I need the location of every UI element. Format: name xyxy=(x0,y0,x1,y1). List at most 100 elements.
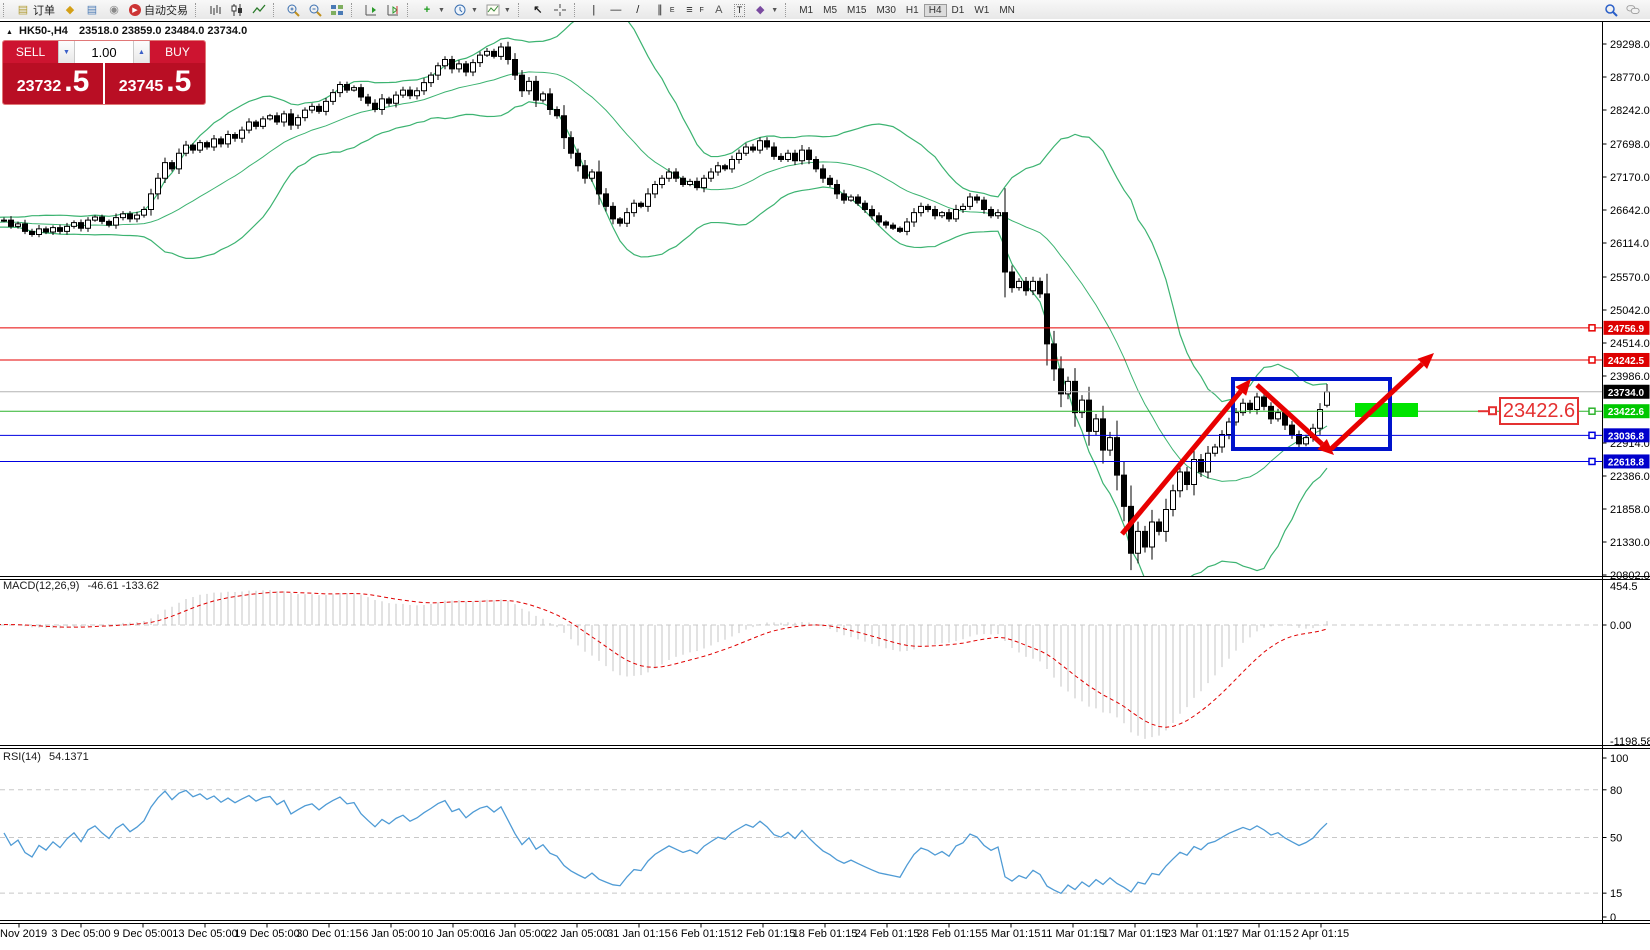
chart-shift-button[interactable] xyxy=(360,1,382,19)
trend-arrow[interactable] xyxy=(1120,389,1243,536)
candle-body xyxy=(764,140,770,148)
channel-tool[interactable]: ∥ E xyxy=(649,1,679,19)
toolbar-grip xyxy=(273,3,278,17)
text-label-tool[interactable]: T xyxy=(730,1,750,19)
zoom-in-button[interactable] xyxy=(282,1,304,19)
signals-button[interactable]: ◉ xyxy=(103,1,125,19)
trend-arrow-head xyxy=(1317,439,1334,455)
line-chart-button[interactable] xyxy=(248,1,270,19)
rsi-scale-label: 50 xyxy=(1610,833,1622,845)
auto-scroll-button[interactable] xyxy=(382,1,404,19)
trendline-tool[interactable]: / xyxy=(627,1,649,19)
rsi-scale-label: 80 xyxy=(1610,785,1622,797)
new-order-button[interactable]: ▤ 订单 xyxy=(12,1,59,19)
candle-body xyxy=(197,142,203,151)
search-button[interactable] xyxy=(1600,1,1622,19)
price-tick-label: 22386.0 xyxy=(1610,471,1650,483)
candle-body xyxy=(519,74,525,92)
history-button[interactable]: ◆ xyxy=(59,1,81,19)
macd-scale-label: 0.00 xyxy=(1610,620,1631,632)
sell-button[interactable]: SELL xyxy=(3,41,58,63)
add-indicator-button[interactable]: + ▼ xyxy=(416,1,449,19)
crosshair-icon xyxy=(553,4,566,16)
tab-timeframe-h4[interactable]: H4 xyxy=(923,3,947,17)
candle-body xyxy=(848,196,854,201)
candle-body xyxy=(113,217,119,226)
price-badge-label: 24756.9 xyxy=(1608,324,1645,335)
candle-body xyxy=(477,54,483,64)
candle-body xyxy=(1072,380,1078,414)
time-tick-label: 5 Mar 01:15 xyxy=(982,928,1041,940)
tab-timeframe-m15[interactable]: M15 xyxy=(847,4,867,16)
volume-input[interactable] xyxy=(75,41,133,63)
candle-body xyxy=(589,171,595,179)
blue-annotation-rectangle[interactable] xyxy=(1231,377,1392,451)
template-icon xyxy=(486,4,500,16)
time-tick-label: 2 Apr 01:15 xyxy=(1293,928,1349,940)
autotrade-button[interactable]: ▶ 自动交易 xyxy=(125,1,192,19)
sell-price[interactable]: 23732 .5 xyxy=(3,63,103,104)
candle-body xyxy=(162,162,168,179)
candle-body xyxy=(225,134,231,145)
cursor-button[interactable]: ↖ xyxy=(527,1,549,19)
text-icon: A xyxy=(715,4,723,16)
tab-timeframe-m30[interactable]: M30 xyxy=(876,4,896,16)
candle-body xyxy=(246,121,252,131)
candle-body xyxy=(393,94,399,104)
toolbar-grip xyxy=(3,3,8,17)
triangle-down-icon: ▼ xyxy=(63,48,70,56)
fibonacci-tool[interactable]: ≡ F xyxy=(678,1,707,19)
text-label-icon: T xyxy=(733,3,746,17)
candle-body xyxy=(1044,293,1050,345)
print-button[interactable]: ▤ xyxy=(81,1,103,19)
text-tool[interactable]: A xyxy=(708,1,730,19)
candle-body xyxy=(36,228,42,235)
candle-body xyxy=(239,129,245,139)
bollinger-middle-band xyxy=(0,71,1328,482)
price-chart[interactable]: 29298.0 28770.0 28242.0 27698.0 27170.0 26642… xyxy=(0,19,1650,945)
trend-arrow[interactable] xyxy=(1255,383,1324,447)
time-tick-label: 7 Nov 2019 xyxy=(0,928,47,940)
candle-chart-button[interactable] xyxy=(226,1,248,19)
tile-windows-button[interactable] xyxy=(326,1,348,19)
candle-body xyxy=(918,205,924,214)
horizontal-line-tool[interactable]: — xyxy=(605,1,627,19)
tab-timeframe-m1[interactable]: M1 xyxy=(799,4,814,16)
candle-body xyxy=(1058,368,1064,395)
price-badge-label: 23036.8 xyxy=(1608,431,1645,442)
sell-price-decimal: .5 xyxy=(64,65,90,98)
vertical-line-tool[interactable]: | xyxy=(583,1,605,19)
volume-decrease-button[interactable]: ▼ xyxy=(58,41,75,63)
candle-body xyxy=(596,171,602,195)
tab-timeframe-d1[interactable]: D1 xyxy=(951,4,965,16)
trend-arrow[interactable] xyxy=(1329,362,1425,451)
candle-body xyxy=(932,209,938,217)
tab-timeframe-w1[interactable]: W1 xyxy=(974,4,990,16)
candle-body xyxy=(680,177,686,185)
tab-timeframe-mn[interactable]: MN xyxy=(999,4,1015,16)
candle-body xyxy=(1191,459,1197,485)
zoom-out-button[interactable] xyxy=(304,1,326,19)
chevron-down-icon: ▼ xyxy=(771,6,779,14)
candle-body xyxy=(1079,399,1085,414)
rsi-line xyxy=(3,789,1328,895)
candle-body xyxy=(624,212,630,224)
period-button[interactable]: ▼ xyxy=(449,1,482,19)
zoom-in-icon xyxy=(287,4,300,17)
tab-timeframe-m5[interactable]: M5 xyxy=(823,4,838,16)
candle-body xyxy=(358,87,364,98)
bar-chart-button[interactable] xyxy=(204,1,226,19)
candle-body xyxy=(1240,402,1246,414)
rsi-params: RSI(14) xyxy=(3,751,41,763)
tab-timeframe-h1[interactable]: H1 xyxy=(905,4,919,16)
crosshair-button[interactable] xyxy=(549,1,571,19)
candle-body xyxy=(99,216,105,222)
chat-button[interactable] xyxy=(1622,1,1644,19)
templates-button[interactable]: ▼ xyxy=(482,1,515,19)
arrows-tool[interactable]: ◆ ▼ xyxy=(749,1,782,19)
volume-increase-button[interactable]: ▲ xyxy=(133,41,150,63)
buy-button[interactable]: BUY xyxy=(150,41,205,63)
trend-arrow-head xyxy=(1417,353,1434,370)
price-callout-label[interactable]: 23422.6 xyxy=(1499,397,1579,425)
buy-price[interactable]: 23745 .5 xyxy=(105,63,205,104)
